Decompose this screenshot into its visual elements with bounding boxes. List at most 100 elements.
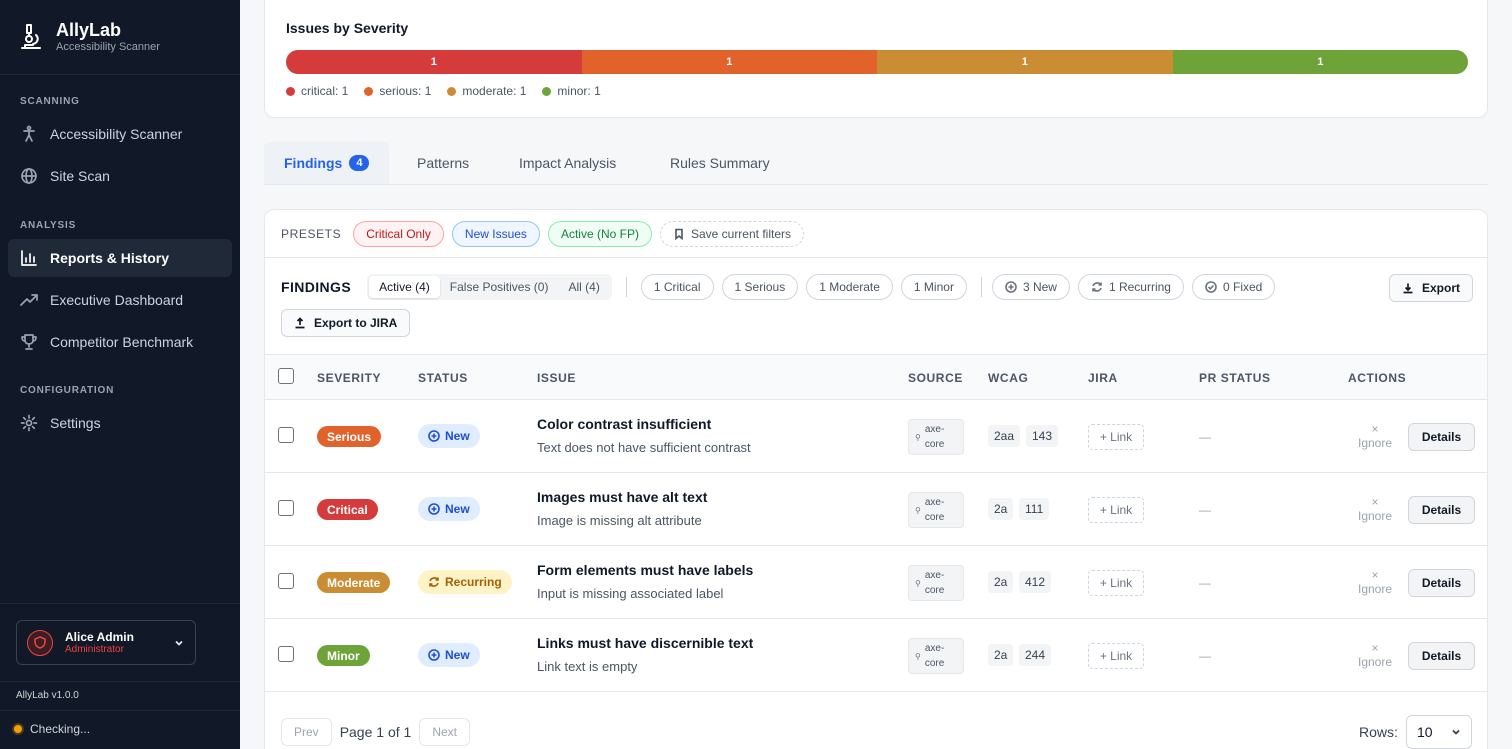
severity-segment-moderate[interactable]: 1 xyxy=(877,50,1173,74)
divider xyxy=(0,681,240,682)
preset-new-issues[interactable]: New Issues xyxy=(451,220,540,247)
search-icon: ⚲ xyxy=(915,505,921,515)
presets-bar: PRESETS Critical Only New Issues Active … xyxy=(265,210,1487,258)
details-button[interactable]: Details xyxy=(1408,569,1475,597)
divider xyxy=(0,603,240,604)
tab-impact-analysis[interactable]: Impact Analysis xyxy=(519,155,617,171)
preset-critical-only[interactable]: Critical Only xyxy=(353,220,444,247)
jira-link-button[interactable]: + Link xyxy=(1088,643,1144,669)
severity-legend: critical: 1 serious: 1 moderate: 1 minor… xyxy=(286,84,617,98)
plus-circle-icon xyxy=(428,430,440,442)
sidebar-item-reports-history[interactable]: Reports & History xyxy=(8,239,232,277)
severity-badge: Critical xyxy=(317,499,378,520)
search-icon: ⚲ xyxy=(915,651,921,661)
select-all-checkbox[interactable] xyxy=(278,368,294,384)
sidebar-item-competitor-benchmark[interactable]: Competitor Benchmark xyxy=(8,323,232,361)
filter-critical[interactable]: 1 Critical xyxy=(640,274,714,300)
plus-circle-icon xyxy=(1005,281,1017,293)
export-button[interactable]: Export xyxy=(1389,274,1474,302)
column-header-pr-status[interactable]: PR STATUS xyxy=(1199,371,1271,385)
column-header-status[interactable]: STATUS xyxy=(418,371,468,385)
brand[interactable]: AllyLab Accessibility Scanner xyxy=(0,0,240,75)
sidebar-item-executive-dashboard[interactable]: Executive Dashboard xyxy=(8,281,232,319)
severity-segment-serious[interactable]: 1 xyxy=(581,50,877,74)
issue-title[interactable]: Images must have alt text xyxy=(537,489,708,505)
page-indicator: Page 1 of 1 xyxy=(339,724,412,740)
source-text: axe- xyxy=(924,497,945,508)
issue-title[interactable]: Color contrast insufficient xyxy=(537,416,712,432)
rows-per-page-select[interactable]: 10 xyxy=(1406,715,1472,749)
table-row[interactable]: Serious New Color contrast insufficient … xyxy=(265,400,1487,473)
refresh-icon xyxy=(1092,282,1102,292)
table-row[interactable]: Moderate Recurring Form elements must ha… xyxy=(265,546,1487,619)
user-role: Administrator xyxy=(65,643,124,655)
filter-fixed[interactable]: 0 Fixed xyxy=(1191,274,1276,300)
row-checkbox[interactable] xyxy=(278,646,294,662)
issue-title[interactable]: Form elements must have labels xyxy=(537,562,754,578)
bar-chart-icon xyxy=(21,250,37,266)
app-name: AllyLab xyxy=(56,20,122,40)
tab-rules-summary[interactable]: Rules Summary xyxy=(670,155,770,171)
gear-icon xyxy=(20,414,38,432)
save-filters-button[interactable]: Save current filters xyxy=(659,220,804,247)
filter-minor[interactable]: 1 Minor xyxy=(900,274,967,300)
ignore-button[interactable]: × Ignore xyxy=(1355,641,1395,669)
ignore-button[interactable]: × Ignore xyxy=(1355,495,1395,523)
wcag-criterion-tag: 412 xyxy=(1019,571,1052,593)
tab-patterns[interactable]: Patterns xyxy=(417,155,470,171)
column-header-severity[interactable]: SEVERITY xyxy=(317,371,382,385)
issue-title[interactable]: Links must have discernible text xyxy=(537,635,754,651)
details-button[interactable]: Details xyxy=(1408,423,1475,451)
search-icon: ⚲ xyxy=(915,432,921,442)
tab-findings[interactable]: Findings 4 xyxy=(264,142,390,184)
filter-serious[interactable]: 1 Serious xyxy=(721,274,799,300)
column-header-jira[interactable]: JIRA xyxy=(1088,371,1118,385)
filter-moderate[interactable]: 1 Moderate xyxy=(806,274,893,300)
filter-recurring[interactable]: 1 Recurring xyxy=(1077,274,1184,300)
preset-active-no-fp[interactable]: Active (No FP) xyxy=(547,220,652,247)
column-header-source[interactable]: SOURCE xyxy=(908,371,963,385)
severity-segment-minor[interactable]: 1 xyxy=(1172,50,1468,74)
status-text: Checking... xyxy=(30,722,91,736)
legend-label: moderate: 1 xyxy=(462,84,527,98)
jira-link-button[interactable]: + Link xyxy=(1088,570,1144,596)
view-all[interactable]: All (4) xyxy=(568,280,600,294)
table-row[interactable]: Critical New Images must have alt text I… xyxy=(265,473,1487,546)
status-badge: Recurring xyxy=(418,570,512,594)
jira-link-button[interactable]: + Link xyxy=(1088,424,1144,450)
next-page-button[interactable]: Next xyxy=(419,718,470,746)
status-label: New xyxy=(445,502,470,516)
column-header-wcag[interactable]: WCAG xyxy=(988,371,1029,385)
filter-label: 3 New xyxy=(1022,280,1057,294)
view-false-positives[interactable]: False Positives (0) xyxy=(449,280,549,294)
row-checkbox[interactable] xyxy=(278,427,294,443)
wcag-criterion-tag: 143 xyxy=(1026,425,1059,447)
table-row[interactable]: Minor New Links must have discernible te… xyxy=(265,619,1487,692)
jira-link-button[interactable]: + Link xyxy=(1088,497,1144,523)
view-active[interactable]: Active (4) xyxy=(369,276,440,298)
export-to-jira-button[interactable]: Export to JIRA xyxy=(281,309,411,337)
prev-page-button[interactable]: Prev xyxy=(281,718,332,746)
severity-segment-critical[interactable]: 1 xyxy=(286,50,582,74)
row-checkbox[interactable] xyxy=(278,573,294,589)
details-button[interactable]: Details xyxy=(1408,496,1475,524)
close-icon: × xyxy=(1371,641,1379,655)
wcag-level-tag: 2aa xyxy=(988,425,1021,447)
sidebar-item-accessibility-scanner[interactable]: Accessibility Scanner xyxy=(8,115,232,153)
wcag-criterion-tag: 111 xyxy=(1019,498,1050,520)
column-header-issue[interactable]: ISSUE xyxy=(537,371,577,385)
ignore-button[interactable]: × Ignore xyxy=(1355,568,1395,596)
filter-new[interactable]: 3 New xyxy=(991,274,1070,300)
sidebar-item-site-scan[interactable]: Site Scan xyxy=(8,157,232,195)
details-button[interactable]: Details xyxy=(1408,642,1475,670)
export-to-jira-label: Export to JIRA xyxy=(314,316,398,330)
severity-badge: Serious xyxy=(317,426,382,447)
legend-item: critical: 1 xyxy=(286,84,348,98)
sidebar-item-settings[interactable]: Settings xyxy=(8,404,232,442)
ignore-button[interactable]: × Ignore xyxy=(1355,422,1395,450)
row-checkbox[interactable] xyxy=(278,500,294,516)
pagination: Prev Page 1 of 1 Next xyxy=(281,718,470,746)
divider xyxy=(625,277,627,297)
legend-label: serious: 1 xyxy=(379,84,432,98)
user-menu[interactable]: Alice Admin Administrator xyxy=(16,620,196,665)
